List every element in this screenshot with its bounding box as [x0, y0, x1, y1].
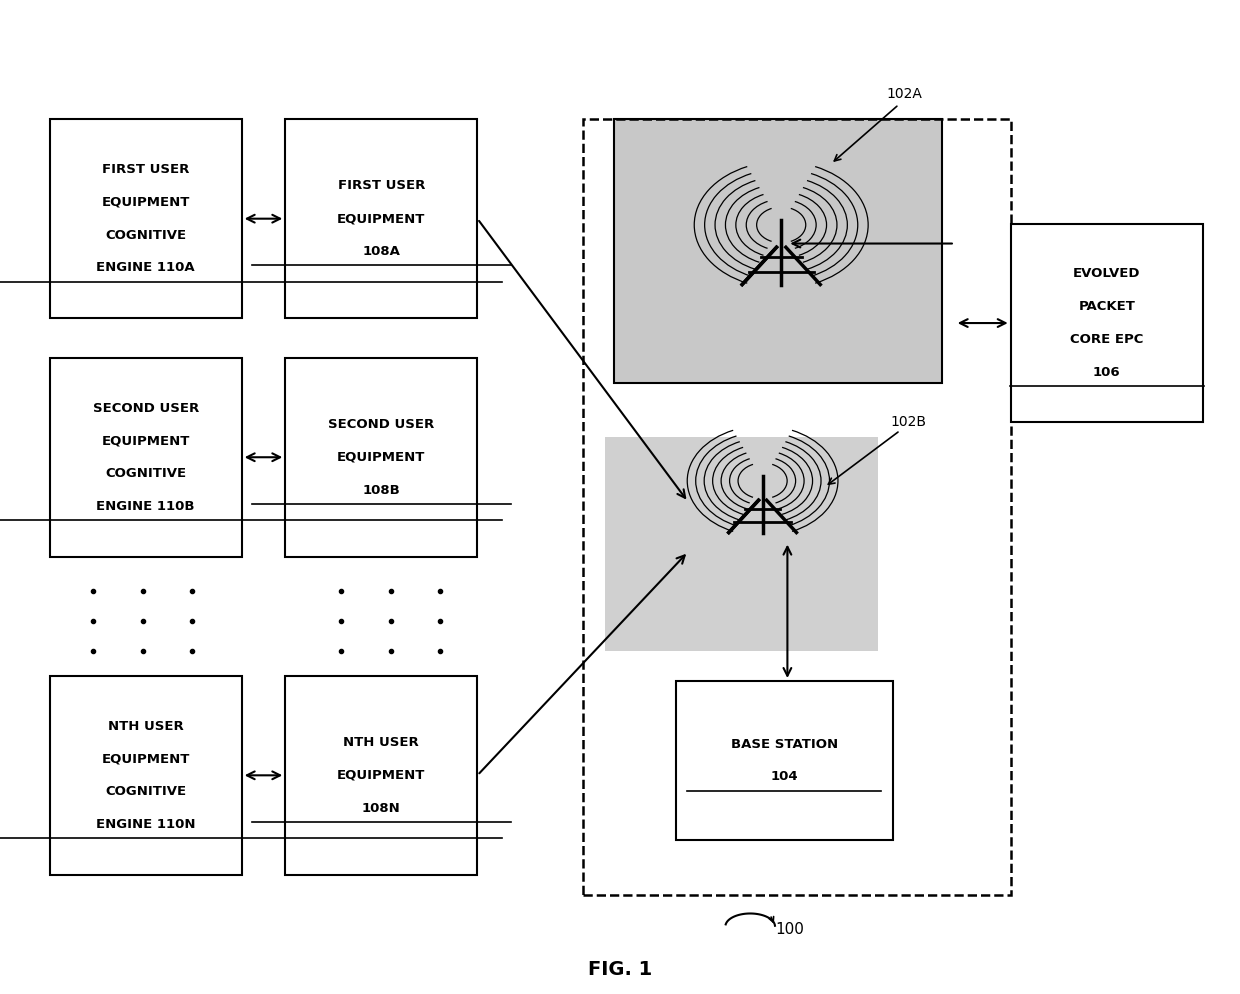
Text: EVOLVED: EVOLVED — [1073, 267, 1141, 280]
Text: FIRST USER: FIRST USER — [337, 179, 425, 193]
Text: EQUIPMENT: EQUIPMENT — [337, 768, 425, 782]
FancyBboxPatch shape — [285, 358, 477, 557]
Text: EQUIPMENT: EQUIPMENT — [102, 752, 190, 765]
Text: EQUIPMENT: EQUIPMENT — [102, 434, 190, 447]
Text: COGNITIVE: COGNITIVE — [105, 467, 186, 480]
FancyBboxPatch shape — [50, 358, 242, 557]
Text: EQUIPMENT: EQUIPMENT — [337, 450, 425, 464]
Text: COGNITIVE: COGNITIVE — [105, 229, 186, 242]
Text: CORE EPC: CORE EPC — [1070, 333, 1143, 346]
Text: 108N: 108N — [362, 801, 401, 815]
FancyBboxPatch shape — [605, 437, 878, 651]
FancyBboxPatch shape — [50, 119, 242, 318]
Text: FIG. 1: FIG. 1 — [588, 959, 652, 979]
Text: 106: 106 — [1092, 366, 1121, 379]
FancyBboxPatch shape — [50, 676, 242, 875]
FancyBboxPatch shape — [285, 676, 477, 875]
Text: PACKET: PACKET — [1079, 300, 1135, 313]
FancyBboxPatch shape — [676, 681, 893, 840]
Text: COGNITIVE: COGNITIVE — [105, 785, 186, 798]
Text: 100: 100 — [775, 921, 804, 937]
Text: 108B: 108B — [362, 483, 401, 497]
Text: ENGINE 110A: ENGINE 110A — [97, 261, 195, 274]
FancyBboxPatch shape — [285, 119, 477, 318]
FancyBboxPatch shape — [614, 119, 942, 383]
Text: 108A: 108A — [362, 245, 401, 258]
Text: EQUIPMENT: EQUIPMENT — [102, 196, 190, 209]
Text: ENGINE 110N: ENGINE 110N — [95, 818, 196, 831]
Text: ENGINE 110B: ENGINE 110B — [97, 500, 195, 513]
Text: EQUIPMENT: EQUIPMENT — [337, 212, 425, 226]
Text: 102B: 102B — [890, 415, 926, 429]
Text: BASE STATION: BASE STATION — [730, 738, 838, 750]
Text: SECOND USER: SECOND USER — [93, 402, 198, 414]
Text: NTH USER: NTH USER — [343, 736, 419, 749]
Text: SECOND USER: SECOND USER — [329, 417, 434, 431]
FancyBboxPatch shape — [1011, 224, 1203, 422]
Text: NTH USER: NTH USER — [108, 720, 184, 733]
Text: FIRST USER: FIRST USER — [102, 163, 190, 176]
Text: 104: 104 — [770, 770, 799, 783]
Text: 102A: 102A — [887, 87, 923, 101]
